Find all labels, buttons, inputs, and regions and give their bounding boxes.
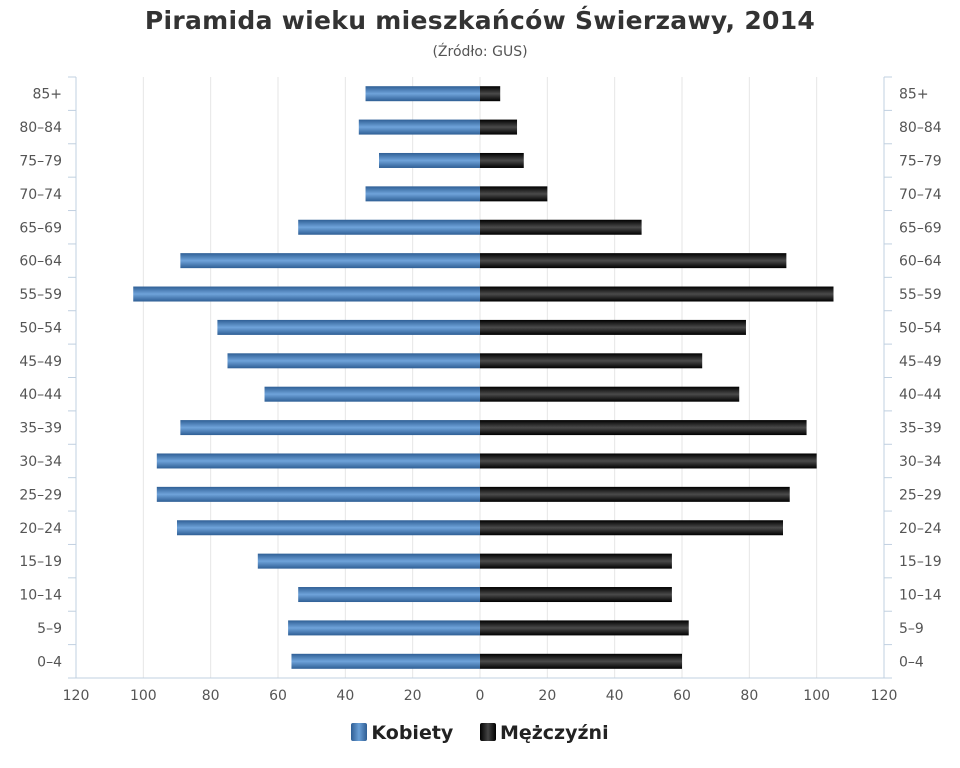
y-tick-label-left: 15–19	[19, 554, 62, 570]
x-tick-label: 80	[202, 688, 220, 704]
x-tick-label: 100	[803, 688, 830, 704]
legend-swatch-men	[479, 723, 496, 741]
bar-men	[480, 587, 672, 603]
legend-label-men: Mężczyźni	[499, 722, 609, 744]
chart-subtitle: (Źródło: GUS)	[432, 44, 528, 60]
y-tick-label-left: 50–54	[19, 320, 62, 336]
y-tick-label-right: 30–34	[899, 454, 942, 470]
legend-label-women: Kobiety	[371, 722, 454, 744]
bar-women	[358, 119, 480, 135]
x-tick-label: 0	[476, 688, 485, 704]
y-tick-label-left: 40–44	[19, 387, 62, 403]
y-tick-label-left: 25–29	[19, 487, 62, 503]
y-tick-label-left: 70–74	[19, 187, 62, 203]
bar-men	[480, 353, 703, 369]
y-tick-label-right: 15–19	[899, 554, 942, 570]
axis-layer: 120 100 80 60 40 20 0 20 40 60 80 100 120 85+ 85+ 80–84…	[19, 76, 942, 704]
y-tick-label-right: 75–79	[899, 153, 942, 169]
bar-women	[291, 653, 480, 669]
x-tick-label: 80	[740, 688, 758, 704]
bars-layer	[133, 86, 834, 669]
y-tick-label-right: 40–44	[899, 387, 942, 403]
y-tick-label-left: 35–39	[19, 421, 62, 437]
bar-women	[180, 420, 480, 436]
y-tick-label-right: 60–64	[899, 254, 942, 270]
bar-men	[480, 186, 548, 202]
y-tick-label-right: 20–24	[899, 521, 942, 537]
chart-title: Piramida wieku mieszkańców Świerzawy, 20…	[144, 6, 816, 35]
bar-women	[298, 587, 480, 603]
bar-men	[480, 520, 783, 536]
bar-men	[480, 653, 682, 669]
bar-women	[288, 620, 480, 636]
x-tick-label: 60	[673, 688, 691, 704]
legend-item-men[interactable]: Mężczyźni	[479, 722, 609, 744]
y-tick-label-right: 65–69	[899, 220, 942, 236]
y-tick-label-right: 35–39	[899, 421, 942, 437]
y-tick-label-left: 0–4	[37, 654, 62, 670]
bar-women	[156, 486, 481, 502]
y-tick-label-left: 75–79	[19, 153, 62, 169]
legend-item-women[interactable]: Kobiety	[351, 722, 453, 744]
bar-men	[480, 386, 740, 402]
y-tick-label-right: 80–84	[899, 120, 942, 136]
bar-men	[480, 620, 689, 636]
bar-women	[264, 386, 480, 402]
bar-women	[133, 286, 480, 302]
bar-men	[480, 420, 807, 436]
bar-women	[227, 353, 480, 369]
y-tick-label-right: 55–59	[899, 287, 942, 303]
y-tick-label-left: 65–69	[19, 220, 62, 236]
y-tick-label-left: 5–9	[37, 621, 62, 637]
y-tick-label-left: 80–84	[19, 120, 62, 136]
y-tick-label-left: 85+	[32, 87, 62, 103]
bar-women	[379, 152, 480, 168]
bar-men	[480, 253, 787, 269]
y-tick-label-left: 55–59	[19, 287, 62, 303]
x-tick-label: 120	[871, 688, 898, 704]
x-tick-label: 120	[63, 688, 90, 704]
y-tick-label-right: 50–54	[899, 320, 942, 336]
y-tick-label-left: 45–49	[19, 354, 62, 370]
y-tick-label-right: 25–29	[899, 487, 942, 503]
y-tick-label-right: 5–9	[899, 621, 924, 637]
y-tick-label-right: 70–74	[899, 187, 942, 203]
y-tick-label-left: 20–24	[19, 521, 62, 537]
bar-men	[480, 86, 501, 102]
legend: Kobiety Mężczyźni	[0, 722, 960, 744]
bar-women	[257, 553, 480, 569]
x-tick-label: 40	[336, 688, 354, 704]
y-tick-label-right: 0–4	[899, 654, 924, 670]
y-tick-label-right: 10–14	[899, 588, 942, 604]
x-tick-label: 60	[269, 688, 287, 704]
y-tick-label-left: 30–34	[19, 454, 62, 470]
x-tick-label: 100	[130, 688, 157, 704]
bar-men	[480, 553, 672, 569]
bar-women	[177, 520, 480, 536]
bar-men	[480, 486, 790, 502]
bar-women	[217, 319, 480, 335]
y-tick-label-left: 60–64	[19, 254, 62, 270]
bar-men	[480, 453, 817, 469]
bar-men	[480, 119, 518, 135]
bar-women	[298, 219, 480, 235]
bar-men	[480, 286, 834, 302]
y-tick-label-right: 45–49	[899, 354, 942, 370]
y-tick-label-right: 85+	[899, 87, 929, 103]
y-tick-label-left: 10–14	[19, 588, 62, 604]
bar-men	[480, 219, 642, 235]
bar-men	[480, 152, 524, 168]
bar-women	[365, 86, 480, 102]
grid-layer	[142, 77, 818, 678]
x-tick-label: 20	[404, 688, 422, 704]
bar-women	[156, 453, 481, 469]
legend-swatch-women	[351, 723, 368, 741]
bar-men	[480, 319, 746, 335]
x-tick-label: 20	[538, 688, 556, 704]
x-tick-label: 40	[606, 688, 624, 704]
bar-women	[180, 253, 480, 269]
bar-women	[365, 186, 480, 202]
